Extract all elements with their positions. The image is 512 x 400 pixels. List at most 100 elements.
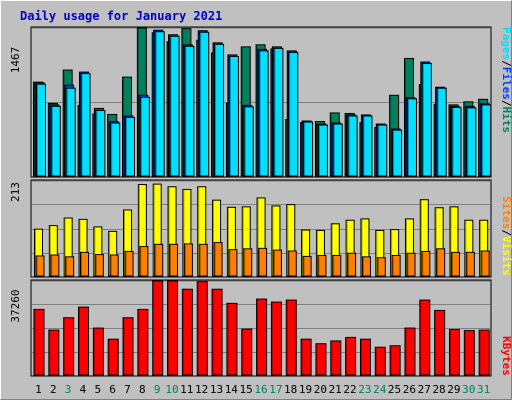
kbytes-bar — [122, 317, 134, 376]
kbytes-bar — [419, 299, 431, 376]
kbytes-bar — [152, 280, 164, 376]
sites-bar — [228, 249, 238, 277]
sites-bar — [391, 254, 401, 277]
legend-sep-2: / — [500, 100, 512, 107]
pages-bar — [392, 129, 403, 177]
x-tick-label: 6 — [109, 383, 116, 396]
pages-bar — [80, 73, 91, 177]
x-tick-label: 31 — [477, 383, 490, 396]
sites-bar — [436, 248, 446, 277]
kbytes-bar — [374, 346, 386, 376]
pages-bar — [214, 43, 225, 177]
x-tick-label: 5 — [94, 383, 101, 396]
y-max-label-hits: 1467 — [9, 47, 22, 74]
x-tick-label: 2 — [50, 383, 57, 396]
pages-bar — [110, 122, 121, 177]
kbytes-bar — [63, 317, 75, 376]
kbytes-bar — [33, 308, 45, 376]
pages-bar — [184, 45, 195, 177]
kbytes-bar — [226, 302, 238, 376]
pages-bar — [436, 87, 447, 177]
kbytes-bar — [92, 327, 104, 376]
pages-bar — [65, 87, 76, 177]
sites-bar — [258, 247, 268, 277]
sites-bar — [65, 256, 75, 277]
kbytes-bar — [300, 338, 312, 376]
pages-bar — [421, 63, 432, 177]
x-tick-label: 11 — [180, 383, 193, 396]
pages-bar — [243, 106, 254, 177]
sites-bar — [109, 254, 119, 277]
kbytes-bar — [345, 336, 357, 376]
pages-bar — [95, 109, 106, 177]
pages-bar — [199, 31, 210, 177]
pages-bar — [169, 35, 180, 177]
sites-bar — [154, 243, 164, 277]
legend-pages: Pages — [500, 27, 512, 60]
x-tick-label: 22 — [343, 383, 356, 396]
x-tick-label: 24 — [373, 383, 387, 396]
sites-bar — [421, 250, 431, 277]
kbytes-bar — [181, 288, 193, 376]
sites-bar — [198, 243, 208, 277]
sites-bar — [332, 254, 342, 277]
x-tick-label: 21 — [329, 383, 342, 396]
x-tick-label: 12 — [195, 383, 208, 396]
sites-bar — [406, 252, 416, 277]
sites-bar — [35, 255, 45, 277]
pages-bar — [481, 104, 492, 177]
x-tick-label: 20 — [314, 383, 327, 396]
kbytes-bar — [285, 299, 297, 376]
pages-bar — [466, 107, 477, 177]
x-tick-label: 7 — [124, 383, 131, 396]
x-axis-day-labels: 1 2 3 4 5 6 7 8 9 10 11 12 13 14 15 16 17 18 19 20 21 22 23 24 2… — [35, 383, 490, 396]
sites-bar — [302, 255, 312, 277]
kbytes-bar — [78, 306, 90, 376]
legend-sep-1: / — [500, 60, 512, 67]
x-tick-label: 26 — [403, 383, 416, 396]
kbytes-bar — [48, 329, 60, 376]
kbytes-bar — [137, 308, 149, 376]
kbytes-bar — [107, 338, 119, 376]
pages-bar — [451, 106, 462, 177]
kbytes-bar — [434, 309, 446, 376]
x-tick-label: 4 — [80, 383, 87, 396]
y-max-label-visits: 213 — [9, 182, 22, 202]
kbytes-bar — [167, 280, 179, 376]
x-tick-label: 14 — [225, 383, 239, 396]
kbytes-bar — [241, 328, 253, 376]
sites-bar — [347, 252, 357, 277]
pages-bar — [377, 124, 388, 177]
kbytes-bar — [315, 343, 327, 376]
x-tick-label: 19 — [299, 383, 312, 396]
kbytes-bar — [330, 340, 342, 376]
x-tick-label: 13 — [210, 383, 223, 396]
chart-title: Daily usage for January 2021 — [20, 9, 222, 23]
panel-kbytes — [30, 279, 492, 377]
x-tick-label: 15 — [240, 383, 253, 396]
pages-bar — [362, 115, 373, 177]
x-tick-label: 1 — [35, 383, 42, 396]
kbytes-bar — [389, 345, 401, 376]
sites-bar — [50, 254, 60, 277]
x-tick-label: 18 — [284, 383, 297, 396]
pages-bar — [50, 105, 61, 177]
pages-bar — [288, 51, 299, 177]
x-tick-label: 27 — [418, 383, 431, 396]
kbytes-bar — [359, 338, 371, 376]
x-tick-label: 30 — [462, 383, 475, 396]
sites-bar — [317, 254, 327, 277]
kbytes-bar — [478, 329, 490, 376]
sites-bar — [376, 257, 386, 277]
y-max-label-kbytes: 37260 — [9, 289, 22, 322]
pages-bar — [139, 96, 150, 177]
x-tick-label: 9 — [154, 383, 161, 396]
kbytes-bar — [404, 327, 416, 376]
x-tick-label: 25 — [388, 383, 401, 396]
x-tick-label: 29 — [447, 383, 460, 396]
pages-bar — [406, 98, 417, 177]
pages-bar — [347, 115, 358, 177]
panel-visits-sites — [30, 179, 492, 278]
pages-bar — [258, 50, 269, 177]
